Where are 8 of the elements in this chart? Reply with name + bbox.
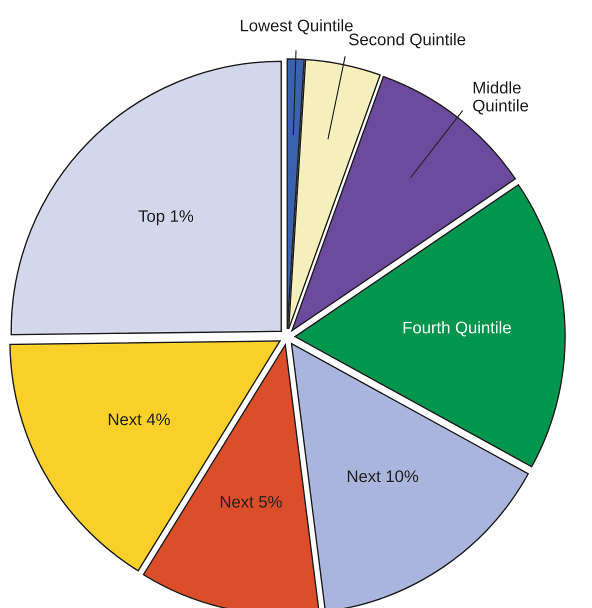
slice-label: Middle Quintile — [473, 81, 528, 114]
slice-label: Lowest Quintile — [240, 19, 353, 34]
slice-label: Second Quintile — [349, 33, 466, 48]
slice-label: Top 1% — [138, 210, 194, 226]
slice-label: Next 5% — [220, 496, 282, 508]
slice-label: Next 4% — [108, 414, 170, 426]
slice-label: Next 10% — [348, 470, 418, 482]
slice-label: Fourth Quintile — [404, 321, 511, 336]
